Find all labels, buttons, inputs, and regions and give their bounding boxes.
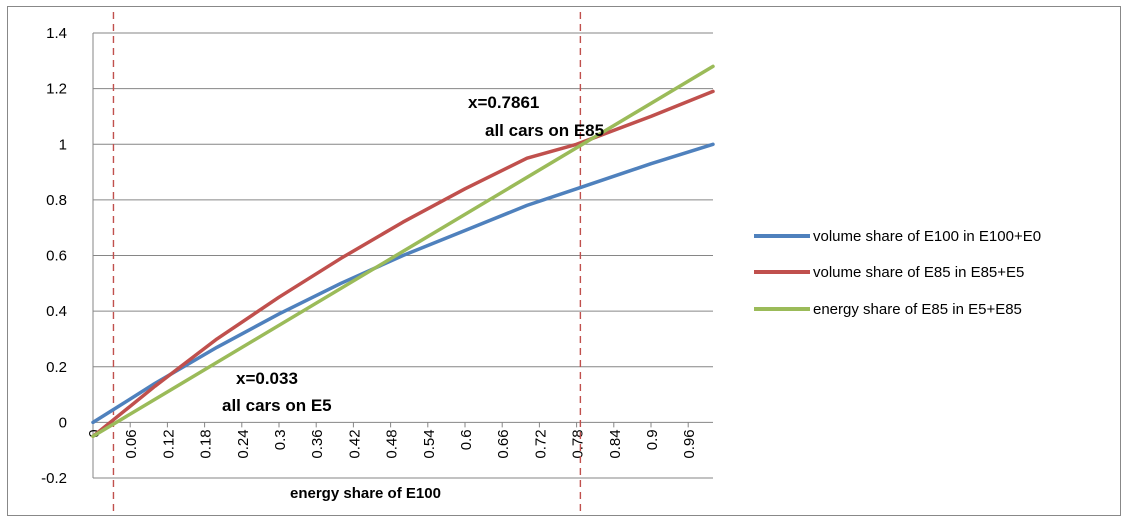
- series-layer: [91, 64, 715, 439]
- x-tick-label-15: 0.9: [644, 429, 661, 450]
- chart-frame: [7, 6, 1121, 516]
- y-tick-label-4: 0.6: [46, 248, 67, 265]
- x-tick-label-10: 0.6: [458, 429, 475, 450]
- y-tick-label-6: 1: [59, 136, 67, 153]
- y-tick-label-1: 0: [59, 414, 67, 431]
- legend-label-e85-energy: energy share of E85 in E5+E85: [813, 301, 1022, 318]
- y-tick-label-2: 0.2: [46, 359, 67, 376]
- vline-layer: [112, 12, 582, 516]
- x-tick-label-13: 0.78: [570, 429, 587, 458]
- series-line-2: [91, 64, 715, 439]
- x-tick-label-16: 0.96: [681, 429, 698, 458]
- x-axis-title: energy share of E100: [290, 485, 441, 502]
- axis-layer: -0.200.20.40.60.811.21.40 0.06 0.12 0.18 0.2…: [41, 25, 698, 487]
- label-layer: x=0.7861 all cars on E85 x=0.033 all car…: [222, 93, 604, 502]
- y-tick-label-8: 1.4: [46, 25, 67, 42]
- y-tick-label-0: -0.2: [41, 470, 67, 487]
- x-tick-label-4: 0.24: [235, 429, 252, 458]
- x-tick-label-3: 0.18: [198, 429, 215, 458]
- x-tick-label-11: 0.66: [495, 429, 512, 458]
- annotation-e85-line2: all cars on E85: [485, 121, 604, 140]
- x-tick-label-8: 0.48: [384, 429, 401, 458]
- legend-label-e85-volume: volume share of E85 in E85+E5: [813, 264, 1024, 281]
- x-tick-label-1: 0.06: [123, 429, 140, 458]
- x-tick-label-9: 0.54: [421, 429, 438, 458]
- x-tick-label-7: 0.42: [346, 429, 363, 458]
- legend: volume share of E100 in E100+E0 volume s…: [754, 228, 1041, 318]
- annotation-e5-line2: all cars on E5: [222, 396, 332, 415]
- annotation-e5-line1: x=0.033: [236, 369, 298, 388]
- x-tick-label-2: 0.12: [160, 429, 177, 458]
- series-line-0: [91, 142, 715, 425]
- legend-label-e100-volume: volume share of E100 in E100+E0: [813, 228, 1041, 245]
- x-tick-label-5: 0.3: [272, 429, 289, 450]
- x-tick-label-6: 0.36: [309, 429, 326, 458]
- x-tick-label-12: 0.72: [532, 429, 549, 458]
- grid-layer: [93, 32, 713, 479]
- x-tick-label-14: 0.84: [607, 429, 624, 458]
- y-tick-label-7: 1.2: [46, 81, 67, 98]
- series-line-1: [91, 89, 715, 439]
- y-tick-label-5: 0.8: [46, 192, 67, 209]
- annotation-e85-line1: x=0.7861: [468, 93, 539, 112]
- y-tick-label-3: 0.4: [46, 303, 67, 320]
